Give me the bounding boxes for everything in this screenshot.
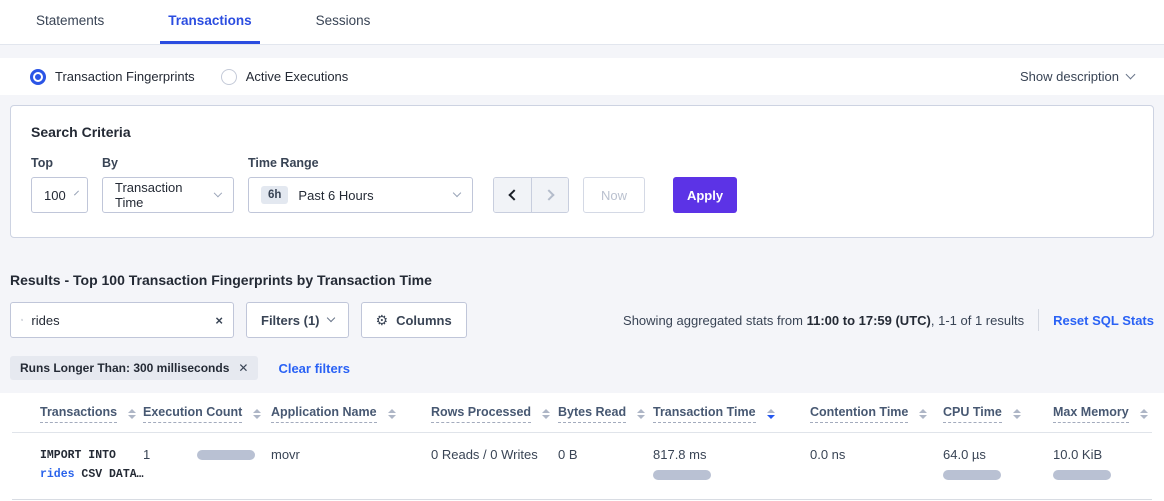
sort-desc-icon — [766, 408, 775, 420]
cell-application-name: movr — [271, 432, 431, 500]
column-header-cpu-time[interactable]: CPU Time — [943, 393, 1053, 433]
transaction-time-bar — [653, 470, 711, 480]
columns-label: Columns — [396, 312, 452, 328]
time-range-select[interactable]: 6h Past 6 Hours — [248, 177, 473, 213]
column-header-transaction-time[interactable]: Transaction Time — [653, 393, 810, 433]
cell-transaction: IMPORT INTO rides CSV DATA… — [12, 432, 144, 500]
cell-max-memory: 10.0 KiB — [1053, 432, 1152, 500]
cpu-time-bar — [943, 470, 1001, 480]
sort-icon — [919, 408, 928, 420]
show-description-toggle[interactable]: Show description — [1020, 69, 1136, 84]
max-memory-bar — [1053, 470, 1111, 480]
page-tabs: Statements Transactions Sessions — [0, 0, 1164, 45]
by-label: By — [102, 156, 118, 170]
column-header-bytes-read[interactable]: Bytes Read — [558, 393, 653, 433]
search-input[interactable] — [31, 312, 208, 328]
table-header-row: Transactions Execution Count Application… — [12, 393, 1152, 433]
sql-text: IMPORT INTO — [40, 449, 116, 462]
radio-transaction-fingerprints[interactable]: Transaction Fingerprints — [30, 68, 195, 85]
filter-chip-label: Runs Longer Than: 300 milliseconds — [20, 361, 230, 375]
filters-label: Filters (1) — [261, 312, 320, 328]
results-toolbar: × Filters (1) ⚙ Columns Showing aggregat… — [10, 302, 1154, 338]
gear-icon: ⚙ — [375, 312, 389, 328]
column-header-rows-processed[interactable]: Rows Processed — [431, 393, 558, 433]
chevron-down-icon — [214, 188, 223, 198]
time-range-badge: 6h — [261, 186, 289, 204]
by-select[interactable]: Transaction Time — [102, 177, 234, 213]
execution-count-bar — [197, 449, 255, 460]
sort-icon — [1012, 408, 1021, 420]
transactions-table: Transactions Execution Count Application… — [12, 393, 1152, 500]
next-time-button[interactable] — [531, 178, 568, 212]
cell-contention-time: 0.0 ns — [810, 432, 943, 500]
radio-label: Active Executions — [245, 69, 349, 84]
results-table-section: Transactions Execution Count Application… — [0, 393, 1164, 501]
previous-time-button[interactable] — [494, 178, 531, 212]
cell-execution-count: 1 — [143, 432, 271, 500]
apply-button[interactable]: Apply — [673, 177, 737, 213]
by-value: Transaction Time — [115, 180, 183, 210]
top-label: Top — [31, 156, 53, 170]
view-toggle-band: Transaction Fingerprints Active Executio… — [0, 58, 1164, 95]
results-title: Results - Top 100 Transaction Fingerprin… — [10, 272, 432, 288]
filter-chip: Runs Longer Than: 300 milliseconds ✕ — [10, 356, 259, 380]
sort-icon — [128, 408, 137, 420]
time-step-group — [493, 177, 569, 213]
active-filters-row: Runs Longer Than: 300 milliseconds ✕ Cle… — [10, 356, 1154, 380]
reset-sql-stats-link[interactable]: Reset SQL Stats — [1053, 312, 1154, 328]
search-criteria-title: Search Criteria — [31, 124, 131, 140]
divider — [1038, 309, 1040, 331]
top-value: 100 — [44, 187, 66, 203]
radio-active-executions[interactable]: Active Executions — [220, 68, 349, 85]
chevron-down-icon — [326, 313, 335, 323]
sort-icon — [253, 408, 262, 420]
show-description-label: Show description — [1020, 69, 1119, 84]
clear-filters-link[interactable]: Clear filters — [278, 360, 350, 376]
table-row: IMPORT INTO rides CSV DATA… 1 movr 0 Rea… — [12, 432, 1152, 500]
column-header-execution-count[interactable]: Execution Count — [143, 393, 271, 433]
search-box: × — [10, 302, 234, 338]
column-header-application-name[interactable]: Application Name — [271, 393, 431, 433]
cell-cpu-time: 64.0 µs — [943, 432, 1053, 500]
time-range-value: Past 6 Hours — [298, 187, 374, 203]
cell-rows-processed: 0 Reads / 0 Writes — [431, 432, 558, 500]
sort-icon — [637, 408, 646, 420]
time-range-label: Time Range — [248, 156, 319, 170]
tab-sessions[interactable]: Sessions — [315, 13, 371, 28]
radio-label: Transaction Fingerprints — [55, 69, 195, 84]
aggregated-stats-text: Showing aggregated stats from 11:00 to 1… — [623, 312, 1025, 328]
radio-selected-icon — [30, 68, 46, 85]
radio-unselected-icon — [220, 68, 237, 85]
column-header-contention-time[interactable]: Contention Time — [810, 393, 943, 433]
chevron-down-icon — [452, 188, 462, 198]
cell-transaction-time: 817.8 ms — [653, 432, 810, 500]
chevron-down-icon — [1125, 69, 1136, 80]
sort-icon — [1139, 408, 1148, 420]
columns-button[interactable]: ⚙ Columns — [360, 302, 467, 338]
column-header-transactions[interactable]: Transactions — [12, 393, 143, 433]
column-header-max-memory[interactable]: Max Memory — [1053, 393, 1152, 433]
chevron-left-icon — [508, 189, 520, 201]
remove-filter-icon[interactable]: ✕ — [238, 361, 249, 375]
sql-text: CSV DATA… — [74, 467, 144, 481]
tab-transactions[interactable]: Transactions — [160, 1, 260, 44]
chevron-down-icon — [73, 190, 79, 196]
top-select[interactable]: 100 — [31, 177, 88, 213]
now-button[interactable]: Now — [583, 177, 645, 213]
chevron-right-icon — [542, 189, 555, 201]
sort-icon — [542, 408, 551, 420]
tab-statements[interactable]: Statements — [36, 13, 105, 28]
search-icon — [21, 318, 24, 322]
sort-icon — [387, 408, 396, 420]
clear-search-icon[interactable]: × — [215, 312, 223, 328]
transaction-fingerprint-link[interactable]: rides — [40, 467, 75, 481]
search-criteria-panel: Search Criteria Top 100 By Transaction T… — [10, 105, 1154, 238]
cell-bytes-read: 0 B — [558, 432, 653, 500]
filters-button[interactable]: Filters (1) — [246, 302, 349, 338]
